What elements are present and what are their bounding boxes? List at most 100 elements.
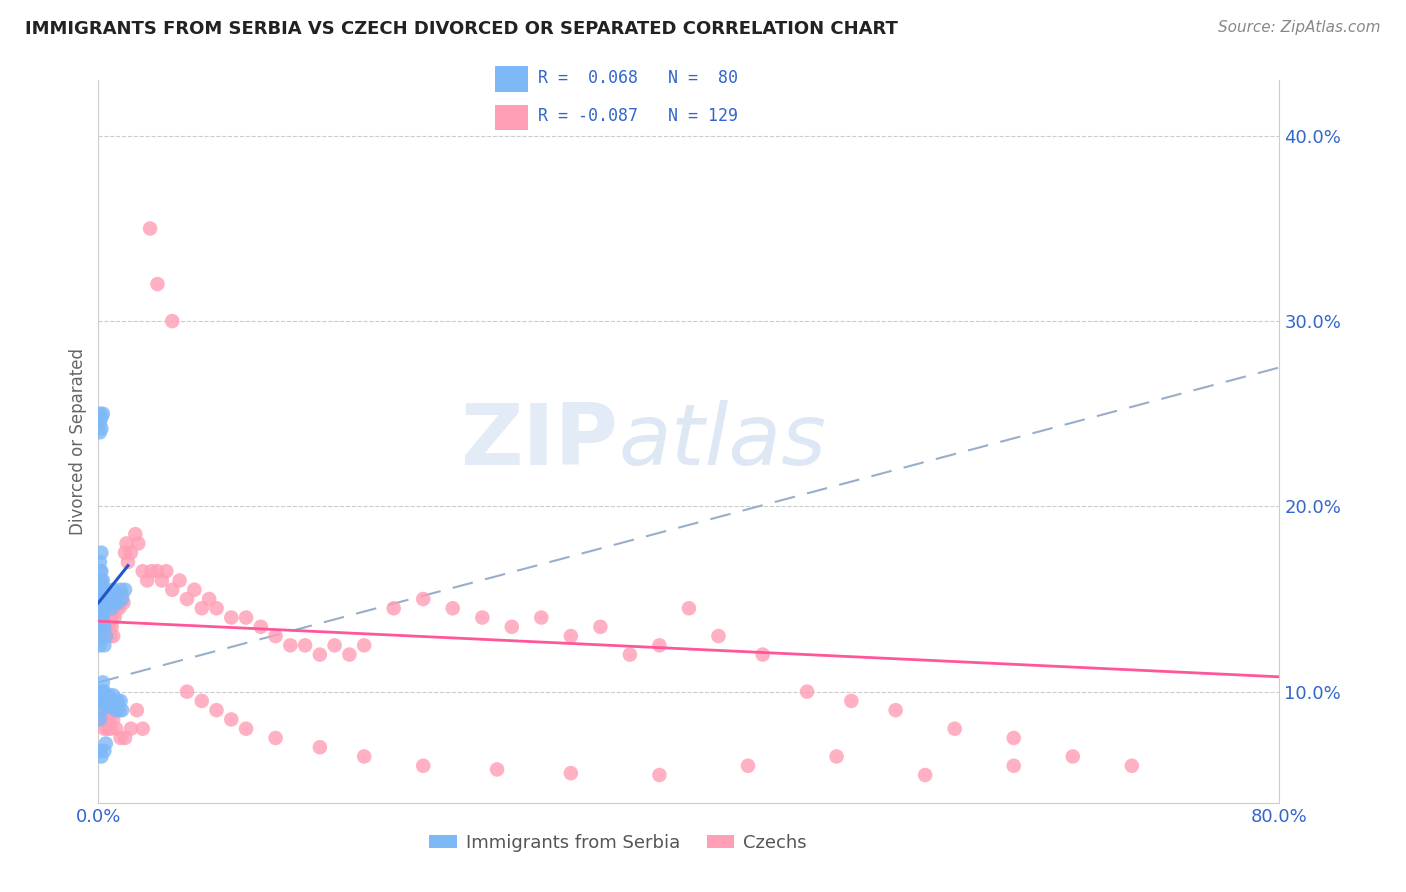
Point [111,703,134,717]
Point [94,582,117,597]
Point [127,536,149,550]
Point [96,699,118,714]
Text: atlas: atlas [619,400,827,483]
Point [93,601,115,615]
Point [825,749,848,764]
Point [91,614,114,628]
Point [1002,758,1025,772]
Point [89,601,111,615]
Point [162,314,183,328]
Point [155,564,177,578]
Point [89,564,111,578]
Point [198,592,221,607]
Point [93,722,115,736]
Point [110,694,132,708]
Point [105,601,128,615]
Point [309,648,332,662]
Point [752,648,775,662]
Point [94,713,117,727]
Bar [495,104,529,130]
Point [501,620,523,634]
Point [94,620,117,634]
Point [103,601,125,615]
Point [89,582,111,597]
Point [108,601,131,615]
Point [191,694,214,708]
Point [90,410,112,425]
Point [94,694,117,708]
Point [96,601,118,615]
Point [104,610,127,624]
Point [100,601,122,615]
Point [91,610,114,624]
Point [264,629,287,643]
Point [250,620,273,634]
Point [97,713,120,727]
Point [560,766,582,780]
Text: R = -0.087   N = 129: R = -0.087 N = 129 [538,107,738,125]
Text: Source: ZipAtlas.com: Source: ZipAtlas.com [1218,20,1381,35]
Point [339,648,361,662]
Point [841,694,863,708]
Point [91,689,114,703]
Point [89,610,111,624]
Point [89,425,111,440]
Point [1121,758,1143,772]
Point [176,592,198,607]
Point [94,737,117,751]
Point [132,722,155,736]
Point [90,620,112,634]
Point [90,596,112,610]
Point [176,684,198,698]
Point [943,722,966,736]
Point [104,596,127,610]
Point [108,703,131,717]
Point [89,574,111,588]
Point [235,610,257,624]
Point [94,629,117,643]
Point [98,722,121,736]
Point [114,546,136,560]
Point [221,610,243,624]
Point [136,574,159,588]
Point [89,601,111,615]
Point [89,610,111,624]
Point [98,610,121,624]
Point [100,694,122,708]
Point [1062,749,1084,764]
Point [648,638,671,652]
Point [530,610,553,624]
Point [91,592,114,607]
Point [97,588,120,602]
Point [412,592,434,607]
Point [98,596,121,610]
Point [884,703,907,717]
Text: ZIP: ZIP [460,400,619,483]
Point [110,596,132,610]
Point [124,527,146,541]
Point [97,689,120,703]
Point [93,582,115,597]
Point [107,694,129,708]
Point [89,592,111,607]
Point [132,564,155,578]
Point [98,699,121,714]
Point [96,596,118,610]
Point [91,694,114,708]
Point [103,713,125,727]
Point [90,620,112,634]
Point [89,629,111,643]
Point [103,689,125,703]
Point [112,596,135,610]
Point [110,731,132,745]
Point [93,620,115,634]
Point [93,629,115,643]
Point [91,629,114,643]
Point [90,749,112,764]
Point [90,703,112,717]
Point [125,703,148,717]
Point [1002,731,1025,745]
Point [619,648,641,662]
Point [94,629,117,643]
Point [94,596,117,610]
